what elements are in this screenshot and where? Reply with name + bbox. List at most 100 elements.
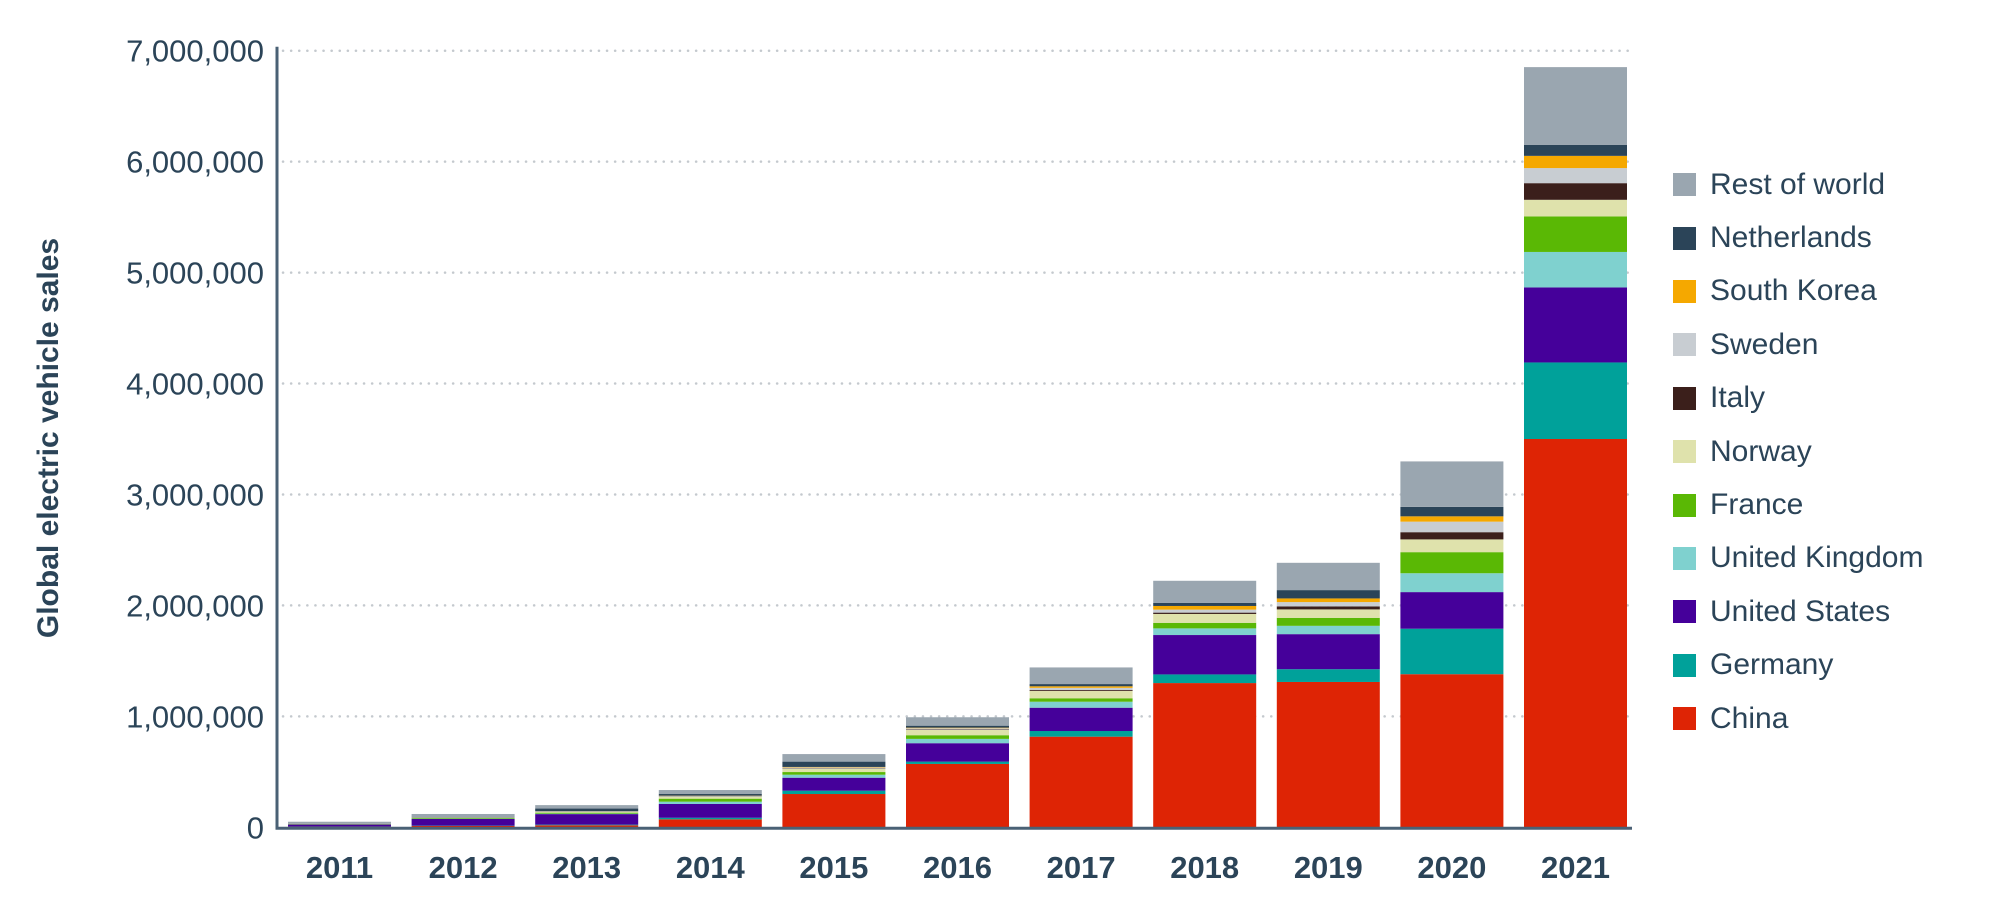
x-tick-label: 2012 <box>429 850 498 885</box>
bar-segment-sweden <box>906 728 1009 730</box>
bar-segment-germany <box>906 761 1009 764</box>
legend-item-china: China <box>1673 692 1923 745</box>
x-tick-label: 2014 <box>676 850 746 885</box>
legend-item-sweden: Sweden <box>1673 318 1923 371</box>
bar-segment-china <box>906 763 1009 828</box>
bar-segment-china <box>1276 681 1380 828</box>
bar-segment-norway <box>782 768 886 773</box>
bar-segment-norway <box>1276 609 1380 618</box>
x-tick-label: 2020 <box>1417 850 1486 885</box>
bar-segment-italy <box>1029 690 1133 691</box>
legend-label: China <box>1710 701 1789 735</box>
bar-segment-united-states <box>1029 707 1133 732</box>
bar-segment-china <box>1524 439 1627 828</box>
bar-segment-united-states <box>288 824 391 827</box>
bar-segment-rest-of-world <box>1276 562 1380 591</box>
bar-segment-norway <box>1153 613 1257 623</box>
bar-segment-germany <box>782 790 886 795</box>
bar-segment-china <box>411 825 515 828</box>
bar-segment-netherlands <box>535 808 639 812</box>
legend-swatch <box>1673 546 1696 570</box>
bar-segment-rest-of-world <box>535 805 639 809</box>
bar-stack-2014 <box>658 790 762 828</box>
bar-segment-sweden <box>1029 687 1133 691</box>
bar-segment-rest-of-world <box>658 790 762 795</box>
y-tick-label: 3,000,000 <box>126 477 264 512</box>
bars <box>288 67 1627 828</box>
bar-segment-south-korea <box>1153 605 1257 610</box>
legend-swatch <box>1673 493 1696 517</box>
bar-segment-germany <box>1524 362 1627 439</box>
bar-segment-norway <box>1400 539 1504 553</box>
bar-segment-china <box>1153 683 1257 828</box>
legend-item-rest-of-world: Rest of world <box>1673 158 1923 211</box>
bar-segment-united-kingdom <box>1276 625 1380 635</box>
bar-segment-norway <box>535 811 639 813</box>
bar-segment-france <box>906 735 1009 739</box>
bar-segment-rest-of-world <box>288 821 391 824</box>
bar-stack-2016 <box>906 717 1009 828</box>
legend-label: South Korea <box>1710 274 1877 308</box>
bar-segment-rest-of-world <box>906 717 1009 726</box>
legend-swatch <box>1673 653 1696 677</box>
bar-segment-united-kingdom <box>1029 701 1133 708</box>
bar-segment-netherlands <box>1276 590 1380 599</box>
x-tick-label: 2018 <box>1170 850 1239 885</box>
bar-segment-norway <box>1524 199 1627 217</box>
bar-segment-sweden <box>1524 168 1627 184</box>
bar-segment-italy <box>1400 532 1504 540</box>
bar-segment-united-states <box>658 804 762 818</box>
bar-segment-netherlands <box>1400 506 1504 517</box>
legend-item-france: France <box>1673 478 1923 531</box>
legend-label: Sweden <box>1710 327 1819 361</box>
x-tick-label: 2019 <box>1294 850 1363 885</box>
x-tick-label: 2015 <box>799 850 868 885</box>
x-tick-label: 2021 <box>1541 850 1610 885</box>
bar-segment-netherlands <box>1524 144 1627 156</box>
bar-segment-rest-of-world <box>411 813 515 817</box>
y-tick-label: 2,000,000 <box>126 588 264 623</box>
bar-segment-france <box>1029 698 1133 702</box>
bar-segment-china <box>658 819 762 828</box>
bar-segment-united-states <box>1153 635 1257 675</box>
x-tick-label: 2016 <box>923 850 992 885</box>
bar-segment-united-states <box>535 814 639 825</box>
bar-segment-france <box>658 798 762 802</box>
bar-segment-italy <box>906 729 1009 730</box>
bar-segment-south-korea <box>906 727 1009 729</box>
legend-label: Germany <box>1710 648 1834 682</box>
bar-segment-sweden <box>782 767 886 769</box>
bar-stack-2020 <box>1400 461 1504 828</box>
legend-item-united-states: United States <box>1673 585 1923 638</box>
bar-segment-sweden <box>1276 602 1380 607</box>
legend-swatch <box>1673 279 1696 303</box>
bar-segment-rest-of-world <box>782 754 886 762</box>
bar-segment-france <box>1153 622 1257 629</box>
bar-segment-germany <box>1276 669 1380 682</box>
bar-segment-south-korea <box>1276 598 1380 603</box>
y-tick-label: 7,000,000 <box>126 34 264 69</box>
bar-stack-2013 <box>535 805 639 828</box>
bar-segment-china <box>1400 674 1504 828</box>
legend-label: United Kingdom <box>1710 541 1924 575</box>
bar-segment-south-korea <box>1524 155 1627 169</box>
bar-segment-sweden <box>658 795 762 797</box>
legend-swatch <box>1673 440 1696 464</box>
bar-segment-germany <box>658 817 762 820</box>
legend-item-south-korea: South Korea <box>1673 265 1923 318</box>
legend-item-united-kingdom: United Kingdom <box>1673 532 1923 585</box>
bar-segment-china <box>782 794 886 828</box>
bar-segment-united-kingdom <box>782 774 886 778</box>
bar-segment-united-states <box>906 743 1009 762</box>
bar-segment-netherlands <box>1029 684 1133 687</box>
bar-segment-france <box>1400 552 1504 574</box>
bar-segment-rest-of-world <box>1524 67 1627 145</box>
bar-segment-germany <box>1400 628 1504 675</box>
bar-segment-germany <box>1153 674 1257 684</box>
bar-stack-2019 <box>1276 562 1380 828</box>
bar-segment-south-korea <box>1029 686 1133 688</box>
legend-item-norway: Norway <box>1673 425 1923 478</box>
y-tick-label: 6,000,000 <box>126 145 264 180</box>
legend-item-italy: Italy <box>1673 372 1923 425</box>
x-tick-label: 2011 <box>306 850 373 885</box>
